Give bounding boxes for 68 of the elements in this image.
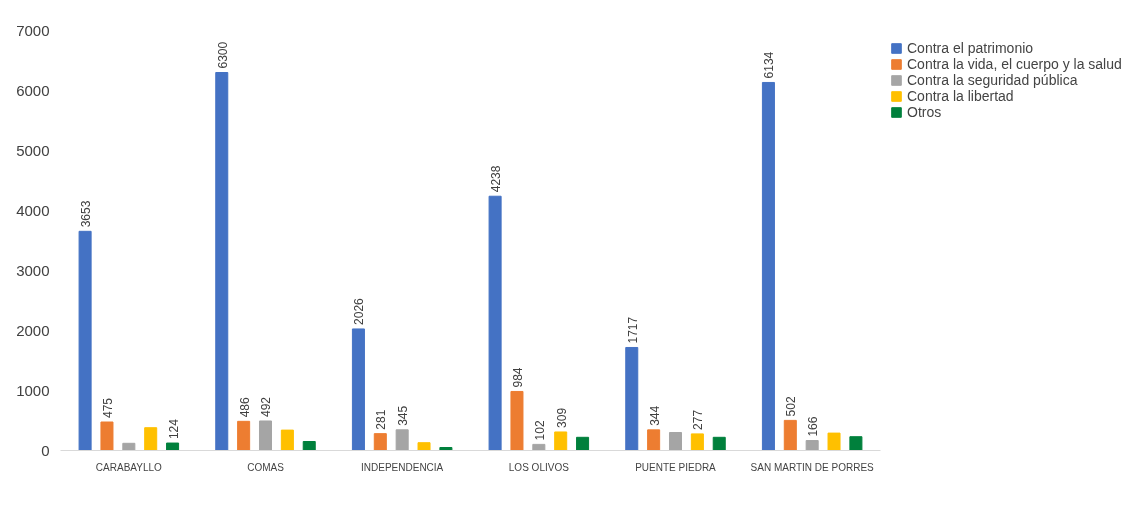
data-label: 475	[100, 397, 115, 418]
bar	[395, 429, 409, 451]
data-label: 166	[806, 416, 821, 437]
bar	[761, 81, 775, 451]
bar	[849, 436, 863, 451]
data-label: 4238	[489, 165, 504, 193]
bar	[417, 442, 431, 451]
data-label: 309	[554, 407, 569, 428]
y-tick-label: 5000	[16, 141, 50, 159]
data-label: 492	[259, 396, 274, 417]
data-label: 486	[237, 396, 252, 418]
data-label: 1717	[625, 316, 640, 344]
y-tick-label: 0	[41, 441, 50, 459]
legend-label: Otros	[907, 104, 942, 120]
x-tick-label: INDEPENDENCIA	[361, 461, 444, 473]
legend-label: Contra la vida, el cuerpo y la salud	[907, 56, 1122, 72]
y-tick-label: 1000	[16, 381, 50, 399]
bar	[783, 419, 797, 451]
bar	[576, 436, 590, 451]
bar	[488, 195, 502, 451]
bar	[373, 433, 387, 451]
bar	[166, 442, 180, 451]
x-tick-label: CARABAYLLO	[95, 461, 163, 473]
bar	[510, 390, 524, 451]
bar	[144, 427, 158, 451]
bar	[439, 447, 453, 451]
data-label: 984	[510, 367, 525, 388]
bar	[668, 432, 683, 451]
bar	[625, 346, 639, 451]
data-label: 102	[532, 420, 547, 441]
y-tick-label: 7000	[16, 21, 50, 39]
data-label: 124	[166, 418, 181, 440]
data-label: 344	[647, 405, 662, 426]
bar	[712, 436, 726, 451]
bar	[280, 429, 294, 451]
bar	[100, 421, 114, 451]
bar	[690, 433, 704, 451]
bar	[647, 429, 661, 451]
x-tick-label: PUENTE PIEDRA	[635, 461, 717, 473]
legend-label: Contra la seguridad pública	[907, 72, 1078, 88]
y-tick-label: 3000	[16, 261, 50, 279]
data-label: 345	[396, 405, 411, 426]
data-label: 502	[784, 396, 799, 417]
data-label: 3653	[79, 200, 94, 228]
bar	[805, 440, 819, 451]
bar	[532, 443, 546, 451]
bar	[258, 420, 273, 451]
data-label: 2026	[352, 297, 367, 325]
data-label: 6300	[215, 41, 230, 69]
x-tick-label: LOS OLIVOS	[508, 461, 570, 473]
y-tick-label: 4000	[16, 201, 50, 219]
bar	[351, 328, 365, 451]
x-tick-label: SAN MARTIN DE PORRES	[750, 461, 875, 473]
bar	[237, 420, 251, 451]
bar	[554, 431, 568, 451]
y-tick-label: 2000	[16, 321, 50, 339]
legend-label: Contra la libertad	[907, 88, 1014, 104]
y-tick-label: 6000	[16, 81, 50, 99]
bar	[827, 432, 841, 451]
bar	[302, 441, 316, 451]
data-label: 6134	[762, 51, 777, 79]
bar	[78, 230, 92, 451]
legend-label: Contra el patrimonio	[907, 40, 1034, 56]
bar	[122, 442, 136, 451]
x-tick-label: COMAS	[247, 461, 285, 473]
data-label: 277	[691, 409, 706, 430]
bar	[215, 72, 229, 451]
data-label: 281	[374, 409, 389, 430]
